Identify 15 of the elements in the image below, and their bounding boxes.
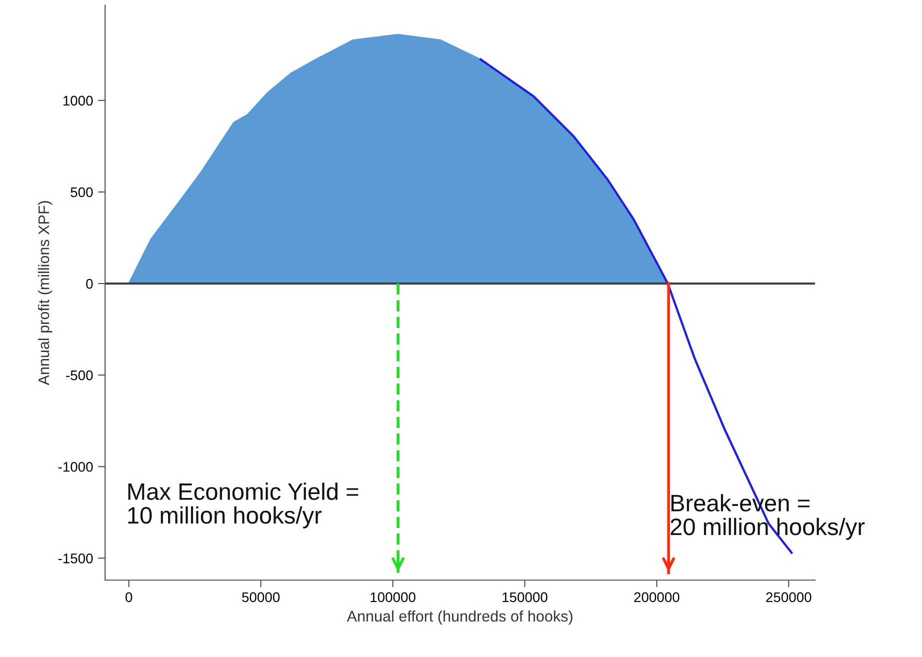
y-tick-label: 500 bbox=[70, 187, 93, 198]
x-tick-label: 100000 bbox=[370, 592, 416, 602]
x-tick-label: 0 bbox=[126, 592, 132, 602]
x-tick-label: 250000 bbox=[766, 592, 812, 602]
y-tick-label: 1000 bbox=[63, 96, 93, 106]
x-axis-title: Annual effort (hundreds of hooks) bbox=[346, 610, 572, 625]
x-tick-label: 50000 bbox=[242, 592, 280, 602]
y-axis-title: Annual profit (millions XPF) bbox=[38, 201, 52, 386]
y-tick-label: 0 bbox=[86, 278, 93, 289]
annotation: Max Economic Yield = 10 million hooks/yr bbox=[128, 482, 358, 528]
x-tick-label: 150000 bbox=[502, 592, 548, 602]
y-tick-label: -500 bbox=[66, 370, 93, 380]
y-tick-label: -1500 bbox=[58, 553, 93, 564]
y-tick-label: -1000 bbox=[58, 462, 93, 472]
x-tick-label: 200000 bbox=[634, 592, 680, 602]
